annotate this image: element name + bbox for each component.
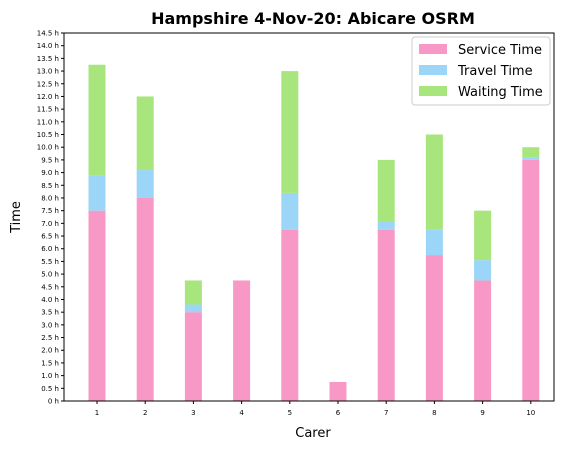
x-tick-label: 6 <box>336 409 341 417</box>
y-tick-label: 6.5 h <box>41 233 59 241</box>
chart-title: Hampshire 4-Nov-20: Abicare OSRM <box>151 9 475 28</box>
y-tick-label: 13.5 h <box>37 55 59 63</box>
y-tick-label: 7.0 h <box>41 220 59 228</box>
x-tick-label: 10 <box>526 409 535 417</box>
y-tick-label: 14.0 h <box>37 42 59 50</box>
bar-travel-time-carer-9 <box>474 260 492 281</box>
y-tick-label: 4.5 h <box>41 283 59 291</box>
x-axis-label: Carer <box>295 426 331 441</box>
bar-waiting-time-carer-9 <box>474 210 492 261</box>
bar-travel-time-carer-7 <box>377 222 395 230</box>
x-tick-label: 9 <box>480 409 484 417</box>
y-tick-label: 12.5 h <box>37 80 59 88</box>
bar-waiting-time-carer-7 <box>377 159 395 223</box>
bar-waiting-time-carer-8 <box>425 134 443 230</box>
y-tick-label: 9.5 h <box>41 156 59 164</box>
bar-waiting-time-carer-10 <box>522 147 540 158</box>
legend-label-waiting-time: Waiting Time <box>458 85 543 100</box>
x-tick-label: 3 <box>191 409 195 417</box>
y-tick-label: 10.0 h <box>37 144 59 152</box>
y-tick-label: 8.5 h <box>41 182 59 190</box>
y-tick-label: 7.5 h <box>41 207 59 215</box>
bar-waiting-time-carer-3 <box>184 280 202 305</box>
bar-service-time-carer-1 <box>88 210 106 401</box>
bar-service-time-carer-4 <box>233 280 251 401</box>
y-tick-label: 11.0 h <box>37 118 59 126</box>
legend-label-service-time: Service Time <box>458 43 542 58</box>
x-tick-label: 8 <box>432 409 436 417</box>
bar-travel-time-carer-10 <box>522 157 540 160</box>
y-tick-label: 1.5 h <box>41 359 59 367</box>
y-tick-label: 5.0 h <box>41 271 59 279</box>
y-tick-label: 0.5 h <box>41 385 59 393</box>
bar-travel-time-carer-2 <box>136 170 154 198</box>
x-tick-label: 4 <box>239 409 244 417</box>
y-tick-label: 3.0 h <box>41 321 59 329</box>
y-tick-label: 11.5 h <box>37 106 59 114</box>
y-tick-label: 13.0 h <box>37 68 59 76</box>
x-tick-label: 5 <box>288 409 292 417</box>
bar-service-time-carer-2 <box>136 197 154 401</box>
legend-swatch-travel-time <box>419 65 447 75</box>
x-tick-label: 1 <box>95 409 99 417</box>
bar-travel-time-carer-8 <box>425 229 443 256</box>
y-tick-label: 3.5 h <box>41 309 59 317</box>
x-tick-label: 2 <box>143 409 147 417</box>
bar-service-time-carer-8 <box>425 255 443 401</box>
bar-travel-time-carer-1 <box>88 175 106 211</box>
bar-travel-time-carer-5 <box>281 192 299 230</box>
legend-swatch-service-time <box>419 44 447 54</box>
bars-group <box>88 64 540 401</box>
bar-service-time-carer-3 <box>184 312 202 401</box>
y-tick-label: 5.5 h <box>41 258 59 266</box>
y-tick-label: 9.0 h <box>41 169 59 177</box>
bar-waiting-time-carer-5 <box>281 71 299 193</box>
bar-travel-time-carer-3 <box>184 304 202 313</box>
x-axis: 1 2 3 4 5 6 7 8 9 10 <box>95 401 535 417</box>
y-axis: 0 h 0.5 h 1.0 h 1.5 h 2.0 h 2.5 h 3.0 h 3.5 h 4.… <box>37 30 64 406</box>
bar-waiting-time-carer-1 <box>88 64 106 176</box>
y-tick-label: 8.0 h <box>41 194 59 202</box>
bar-service-time-carer-5 <box>281 229 299 401</box>
y-tick-label: 6.0 h <box>41 245 59 253</box>
y-tick-label: 2.5 h <box>41 334 59 342</box>
y-tick-label: 0 h <box>48 398 59 406</box>
y-tick-label: 4.0 h <box>41 296 59 304</box>
y-tick-label: 12.0 h <box>37 93 59 101</box>
y-axis-label: Time <box>9 201 24 234</box>
plot-frame <box>63 32 555 402</box>
bar-service-time-carer-7 <box>377 229 395 401</box>
legend-label-travel-time: Travel Time <box>457 64 533 79</box>
y-tick-label: 2.0 h <box>41 347 59 355</box>
legend-swatch-waiting-time <box>419 86 447 96</box>
bar-waiting-time-carer-2 <box>136 96 154 171</box>
y-tick-label: 1.0 h <box>41 372 59 380</box>
x-tick-label: 7 <box>384 409 388 417</box>
y-tick-label: 14.5 h <box>37 30 59 38</box>
bar-service-time-carer-10 <box>522 159 540 401</box>
bar-service-time-carer-9 <box>474 280 492 401</box>
y-tick-label: 10.5 h <box>37 131 59 139</box>
bar-service-time-carer-6 <box>329 381 347 401</box>
legend: Service Time Travel Time Waiting Time <box>411 36 551 106</box>
